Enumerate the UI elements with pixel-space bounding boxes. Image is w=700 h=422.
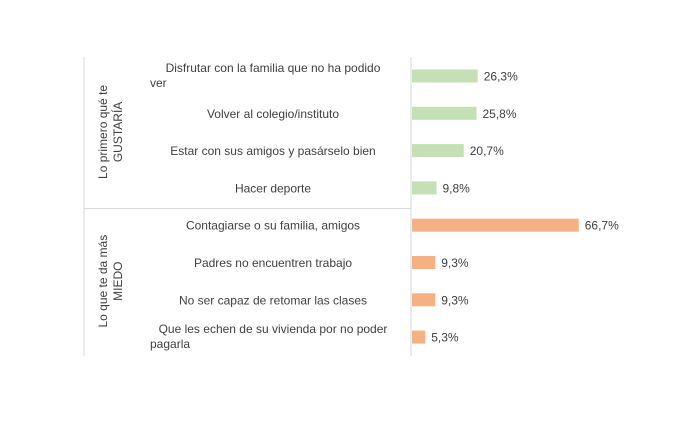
category-label: Hacer deporte <box>235 181 311 195</box>
data-label: 9,3% <box>441 256 469 270</box>
bar <box>412 144 464 158</box>
category-label: Estar con sus amigos y pasárselo bien <box>170 144 375 158</box>
data-label: 26,3% <box>484 70 518 84</box>
data-label: 25,8% <box>483 107 517 121</box>
category-label-line: Volver al colegio/instituto <box>207 107 339 121</box>
group-label-line: MIEDO <box>111 261 125 300</box>
data-label: 66,7% <box>585 219 619 233</box>
bar <box>412 181 437 195</box>
group-label: Lo que te da másMIEDO <box>96 235 125 328</box>
bar <box>412 293 436 307</box>
bar <box>412 256 436 269</box>
category-label-line: ver <box>150 76 167 90</box>
category-label: Padres no encuentren trabajo <box>194 256 352 270</box>
data-label: 5,3% <box>431 331 459 345</box>
data-label: 9,3% <box>441 293 469 307</box>
bar <box>412 106 477 120</box>
category-label: Contagiarse o su familia, amigos <box>186 219 360 233</box>
category-label-line: Contagiarse o su familia, amigos <box>186 219 360 233</box>
data-label: 9,8% <box>443 181 471 195</box>
bar <box>412 69 478 83</box>
data-label: 20,7% <box>470 144 504 158</box>
category-label-line: pagarla <box>150 337 190 351</box>
category-label-line: Hacer deporte <box>235 181 311 195</box>
category-label-line: Estar con sus amigos y pasárselo bien <box>170 144 375 158</box>
category-label-line: Disfrutar con la familia que no ha podid… <box>166 61 381 75</box>
group-label: Lo primero qué teGUSTARÍA <box>96 85 125 179</box>
bar <box>412 330 426 344</box>
bar <box>412 218 579 232</box>
category-label-line: Padres no encuentren trabajo <box>194 256 352 270</box>
category-label-line: Que les echen de su vivienda por no pode… <box>159 322 388 336</box>
category-label: Volver al colegio/instituto <box>207 107 339 121</box>
group-label-line: Lo primero qué te <box>96 85 110 179</box>
group-label-line: GUSTARÍA <box>110 102 125 162</box>
category-label-line: No ser capaz de retomar las clases <box>179 293 367 307</box>
group-label-line: Lo que te da más <box>96 235 110 328</box>
category-label: No ser capaz de retomar las clases <box>179 293 367 307</box>
category-label: Que les echen de su vivienda por no pode… <box>150 322 387 351</box>
category-label: Disfrutar con la familia que no ha podid… <box>150 61 381 90</box>
